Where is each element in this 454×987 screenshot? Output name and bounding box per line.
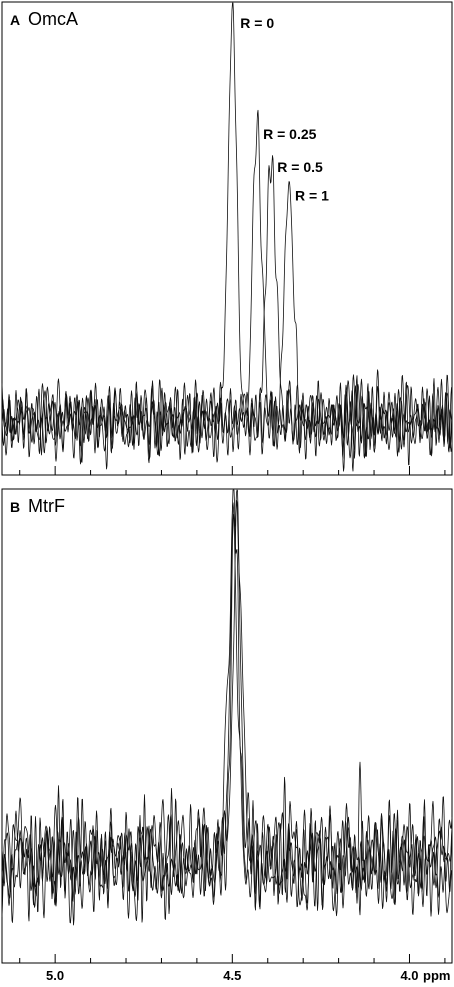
panel-b-letter: B [10,499,20,515]
panel-a-letter: A [10,12,20,28]
x-tick-label-4-5: 4.5 [223,968,241,983]
x-tick-label-4-0: 4.0 [400,968,418,983]
panel-a-trace-2 [1,109,453,463]
panel-b-trace-4 [1,502,453,923]
x-axis-labels: 5.0 4.5 4.0 ppm [46,968,450,983]
panel-a-trace-1 [1,2,453,466]
panel-a-traces [1,2,453,472]
panel-b-title: MtrF [28,496,65,516]
panel-b-trace-3 [1,499,453,919]
panel-b-traces [1,489,453,926]
annotation-r-1: R = 1 [295,188,329,204]
panel-a-trace-3 [1,155,453,472]
panel-b-frame [1,488,453,964]
panel-a-ticks [19,466,446,475]
x-axis-unit: ppm [423,968,450,983]
annotation-r-0-25: R = 0.25 [263,126,317,142]
panel-b-trace-2 [1,489,453,924]
annotation-r-0-5: R = 0.5 [277,159,323,175]
panel-b-ticks [19,954,446,963]
panel-b: B MtrF [1,488,453,964]
panel-a: A OmcA R = 0 R = 0.25 R = 0.5 R = 1 [1,1,453,476]
x-tick-label-5-0: 5.0 [46,968,64,983]
panel-a-title: OmcA [28,9,78,29]
annotation-r-0: R = 0 [240,15,274,31]
panel-a-frame [1,1,453,476]
panel-a-trace-4 [1,181,453,472]
